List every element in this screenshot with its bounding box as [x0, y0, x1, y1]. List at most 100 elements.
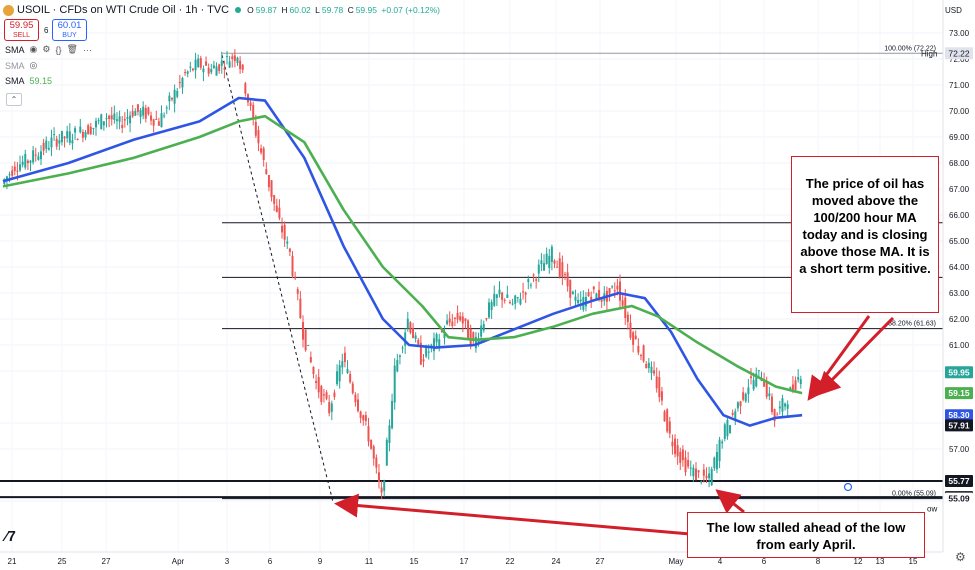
candle-body — [543, 263, 546, 271]
indicator-row-3[interactable]: SMA 59.15 — [5, 76, 52, 86]
candle-body — [692, 467, 695, 477]
candle-body — [228, 61, 231, 68]
high-badge-box — [945, 47, 973, 60]
candle-body — [189, 66, 192, 68]
price-badges: 59.9559.1558.3057.9155.7755.1555.0972.22… — [927, 47, 973, 514]
candle-body — [427, 351, 430, 353]
candle-body — [391, 400, 394, 429]
x-tick-label: 9 — [318, 557, 323, 566]
candle-body — [569, 279, 572, 298]
symbol-title[interactable]: USOIL · CFDs on WTI Crude Oil · 1h · TVC — [17, 4, 230, 16]
candle-body — [679, 451, 682, 463]
candle-body — [100, 114, 103, 130]
tradingview-logo[interactable]: ⁄7 — [5, 528, 16, 545]
candle-body — [296, 289, 299, 294]
candle-body — [739, 401, 742, 407]
candle-body — [694, 468, 697, 481]
high-value: 60.02 — [289, 5, 311, 15]
x-tick-label: 24 — [552, 557, 561, 566]
y-tick-label: 72.00 — [949, 55, 970, 64]
candle-body — [563, 274, 566, 276]
candle-body — [556, 266, 559, 268]
candle-body — [770, 396, 773, 412]
drawing-handle[interactable] — [843, 482, 853, 492]
candle-body — [773, 409, 776, 422]
indicator-row-1[interactable]: SMA ◉ ⚙ {} 🗑 ··· — [5, 44, 92, 55]
candle-body — [671, 441, 674, 447]
candle-body — [87, 125, 90, 135]
candle-body — [438, 339, 441, 349]
symbol-logo-icon — [3, 4, 14, 16]
candle-body — [718, 439, 721, 462]
candle-body — [330, 403, 333, 412]
candle-body — [383, 480, 386, 491]
x-tick-label: Apr — [172, 557, 185, 566]
price-badge-label: 58.30 — [948, 410, 970, 420]
eye-icon[interactable]: ◉ — [29, 44, 38, 54]
chart-header: USOIL · CFDs on WTI Crude Oil · 1h · TVC… — [0, 0, 442, 20]
y-tick-label: 57.00 — [949, 445, 970, 454]
price-badge-label: 57.91 — [948, 420, 970, 430]
y-tick-label: 71.00 — [949, 81, 970, 90]
candle-body — [320, 386, 323, 402]
candle-body — [359, 411, 362, 418]
candle-body — [398, 355, 401, 357]
candle-body — [781, 398, 784, 412]
candle-body — [226, 56, 229, 58]
currency-label: USD — [945, 6, 962, 15]
candle-body — [532, 274, 535, 276]
sma-green-line — [2, 114, 803, 395]
change-value: +0.07 (+0.12%) — [381, 5, 440, 15]
candle-body — [511, 303, 514, 305]
x-tick-label: May — [668, 557, 683, 566]
price-badge-label: 59.95 — [948, 367, 970, 377]
candle-body — [338, 365, 341, 382]
candle-body — [566, 272, 569, 287]
x-tick-label: 3 — [225, 557, 230, 566]
candle-body — [123, 119, 126, 121]
x-tick-label: 15 — [410, 557, 419, 566]
trash-icon[interactable]: 🗑 — [66, 44, 78, 54]
x-tick-label: 25 — [58, 557, 67, 566]
candle-body — [19, 164, 22, 171]
candle-body — [134, 111, 137, 116]
candle-body — [155, 118, 158, 120]
candle-body — [126, 117, 129, 119]
candle-body — [13, 166, 16, 171]
collapse-icon[interactable]: ⌃ — [6, 93, 22, 106]
candle-body — [797, 377, 800, 380]
candle-body — [322, 394, 325, 396]
sell-button[interactable]: 59.95 SELL — [4, 19, 39, 41]
more-icon[interactable]: ··· — [82, 44, 92, 55]
x-tick-label: 8 — [816, 557, 821, 566]
buy-button[interactable]: 60.01 BUY — [52, 19, 87, 41]
level-label: 100.00% (72.22) — [884, 45, 936, 52]
gear-icon[interactable]: ⚙ — [955, 550, 966, 564]
candle-body — [377, 472, 380, 482]
settings-icon[interactable]: ⚙ — [42, 44, 51, 54]
candle-body — [658, 377, 661, 398]
candle-body — [283, 224, 286, 240]
candle-body — [139, 110, 142, 117]
candle-body — [170, 97, 173, 100]
candle-body — [63, 136, 66, 139]
code-icon[interactable]: {} — [55, 44, 62, 55]
candle-body — [422, 359, 425, 362]
candle-body — [315, 380, 318, 384]
candle-body — [8, 174, 11, 176]
indicator-name: SMA — [5, 76, 25, 86]
candle-body — [702, 469, 705, 476]
fib-diagonal-line — [221, 54, 334, 503]
indicator-row-2[interactable]: SMA ◎ — [5, 60, 37, 71]
price-badge: 59.15 — [945, 387, 973, 400]
candle-body — [50, 137, 53, 148]
candle-body — [629, 322, 632, 338]
candle-body — [684, 457, 687, 473]
low-label: ow — [927, 505, 937, 514]
price-badge-box — [945, 409, 973, 422]
candle-body — [731, 412, 734, 415]
candle-body — [205, 61, 208, 66]
eye-icon[interactable]: ◎ — [29, 60, 38, 70]
candle-body — [68, 131, 71, 143]
candle-body — [362, 415, 365, 421]
